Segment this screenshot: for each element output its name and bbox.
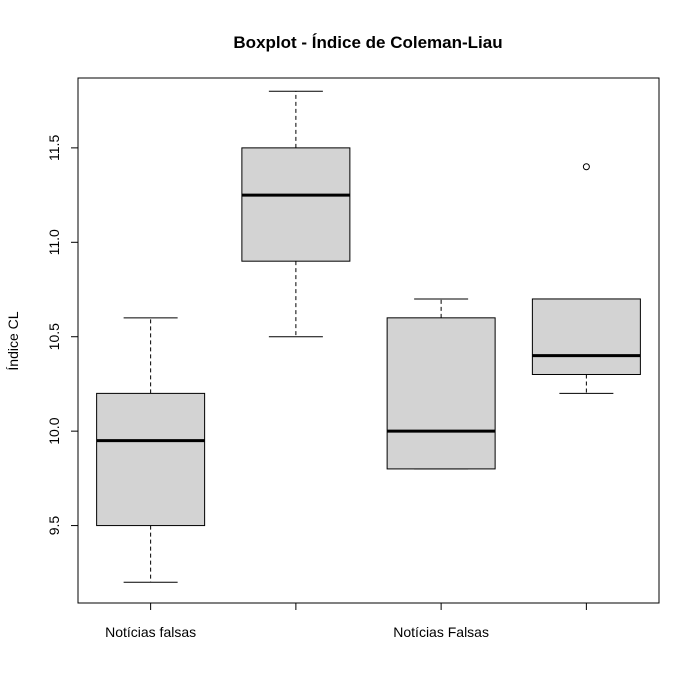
boxes-layer	[96, 90, 641, 583]
x-tick-label: Notícias falsas	[105, 624, 196, 640]
y-axis-label: Índice CL	[5, 311, 21, 370]
y-tick-label: 10.0	[46, 417, 62, 444]
x-axis: Notícias falsas Notícias Falsas	[105, 602, 587, 640]
x-tick-label: Notícias Falsas	[393, 624, 489, 640]
box-1	[96, 317, 206, 583]
box-iqr	[96, 392, 206, 527]
y-tick-label: 11.0	[46, 229, 62, 255]
box-4	[531, 163, 641, 394]
box-iqr	[386, 317, 496, 470]
box-iqr	[241, 147, 351, 262]
box-iqr	[531, 298, 641, 375]
box-3	[386, 298, 496, 470]
chart-title: Boxplot - Índice de Coleman-Liau	[233, 33, 502, 52]
y-tick-label: 10.5	[46, 323, 62, 350]
y-axis: 9.5 10.0 10.5 11.0 11.5	[46, 135, 79, 536]
box-2	[241, 90, 351, 338]
outlier-point	[582, 163, 590, 171]
y-tick-label: 11.5	[46, 135, 62, 161]
y-tick-label: 9.5	[46, 516, 62, 536]
